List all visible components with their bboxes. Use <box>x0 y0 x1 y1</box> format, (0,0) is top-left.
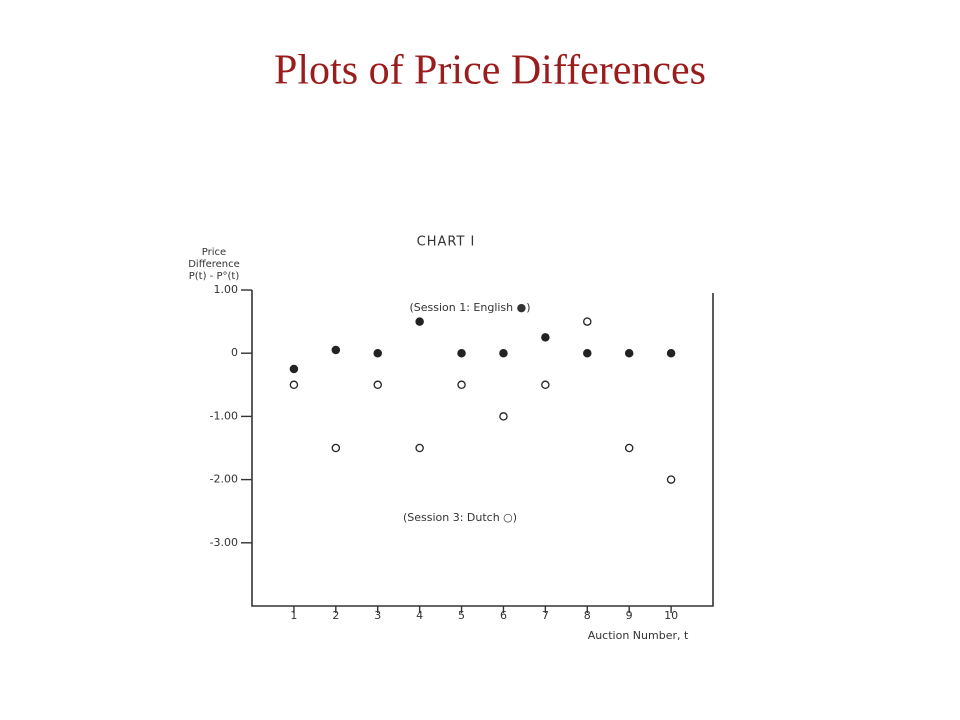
x-tick-label: 6 <box>500 609 507 622</box>
point <box>541 333 550 342</box>
point <box>415 443 424 453</box>
y-tick-label: -3.00 <box>210 536 238 549</box>
point <box>624 443 634 453</box>
y-tick-label: 0 <box>231 346 238 359</box>
point <box>499 348 508 358</box>
x-axis-label: Auction Number, t <box>588 629 689 642</box>
x-tick-label: 1 <box>290 609 297 622</box>
point <box>666 348 676 358</box>
point <box>541 380 550 390</box>
point <box>583 348 592 358</box>
x-tick-label: 2 <box>332 609 339 622</box>
point <box>331 345 341 355</box>
y-tick-label: -1.00 <box>210 409 238 422</box>
point <box>499 412 508 421</box>
point <box>373 380 382 390</box>
x-tick-label: 9 <box>626 609 633 622</box>
chart-title: CHART I <box>417 235 476 250</box>
point <box>457 348 466 358</box>
x-tick-label: 3 <box>374 609 381 622</box>
point <box>415 317 424 326</box>
point <box>666 475 676 484</box>
x-tick-label: 5 <box>458 609 465 622</box>
y-axis-label: P(t) - P°(t) <box>189 271 240 282</box>
point <box>373 348 382 358</box>
point <box>289 364 299 374</box>
x-tick-label: 7 <box>542 609 549 622</box>
point <box>457 380 466 390</box>
axes <box>251 290 714 607</box>
y-tick-label: 1.00 <box>214 283 239 296</box>
slide-title: Plots of Price Differences <box>274 48 706 94</box>
x-tick-label: 10 <box>664 609 678 622</box>
point <box>583 317 592 326</box>
point <box>289 380 299 390</box>
y-axis-label: Price <box>202 247 226 258</box>
x-tick-label: 4 <box>416 609 423 622</box>
y-tick-label: -2.00 <box>210 473 238 486</box>
point <box>331 443 341 453</box>
x-tick-label: 8 <box>584 609 591 622</box>
legend-label: (Session 1: English ●) <box>409 301 530 314</box>
y-axis-label: Difference <box>188 259 240 270</box>
point <box>624 348 634 358</box>
legend-label: (Session 3: Dutch ○) <box>403 511 517 524</box>
